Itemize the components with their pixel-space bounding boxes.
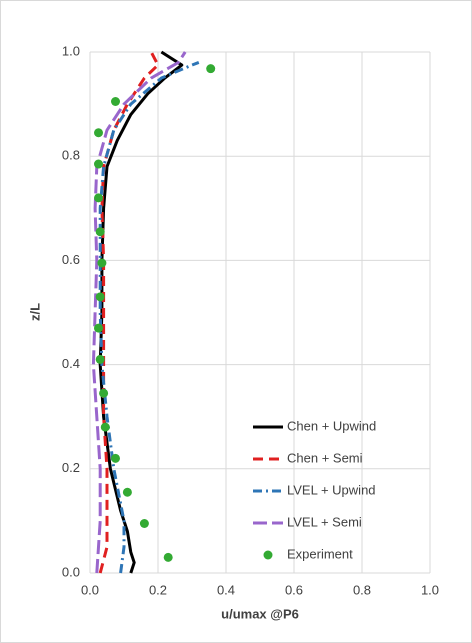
marker (163, 552, 173, 562)
marker (95, 354, 105, 364)
marker (111, 453, 120, 463)
marker (100, 422, 110, 432)
marker (94, 128, 103, 138)
legend-label: Chen + Semi (287, 450, 363, 465)
x-tick-label: 0.4 (217, 582, 235, 597)
marker (206, 64, 216, 74)
x-tick-label: 0.6 (285, 582, 303, 597)
x-tick-label: 0.2 (149, 582, 167, 597)
marker (94, 159, 103, 169)
legend-label: LVEL + Semi (287, 514, 362, 529)
y-tick-label: 0.2 (62, 460, 80, 475)
series-line (98, 61, 200, 574)
marker (94, 323, 103, 333)
x-tick-label: 0.8 (353, 582, 371, 597)
marker (95, 227, 105, 237)
legend-marker (263, 550, 273, 560)
x-axis-label: u/umax @P6 (221, 606, 299, 621)
series-line (91, 51, 187, 574)
marker (139, 519, 149, 529)
marker (94, 193, 103, 203)
marker (97, 258, 107, 268)
y-tick-label: 0.4 (62, 356, 80, 371)
series-line (98, 50, 184, 574)
marker (99, 388, 109, 398)
legend-label: LVEL + Upwind (287, 482, 376, 497)
x-tick-label: 1.0 (421, 582, 439, 597)
y-tick-label: 0.8 (62, 148, 80, 163)
y-tick-label: 0.0 (62, 564, 80, 579)
marker (122, 487, 132, 497)
legend-label: Chen + Upwind (287, 418, 376, 433)
marker (95, 292, 105, 302)
legend-label: Experiment (287, 546, 353, 561)
y-axis-label: z/L (27, 303, 42, 321)
y-tick-label: 0.6 (62, 252, 80, 267)
x-tick-label: 0.0 (81, 582, 99, 597)
marker (111, 96, 120, 106)
y-tick-label: 1.0 (62, 43, 80, 58)
